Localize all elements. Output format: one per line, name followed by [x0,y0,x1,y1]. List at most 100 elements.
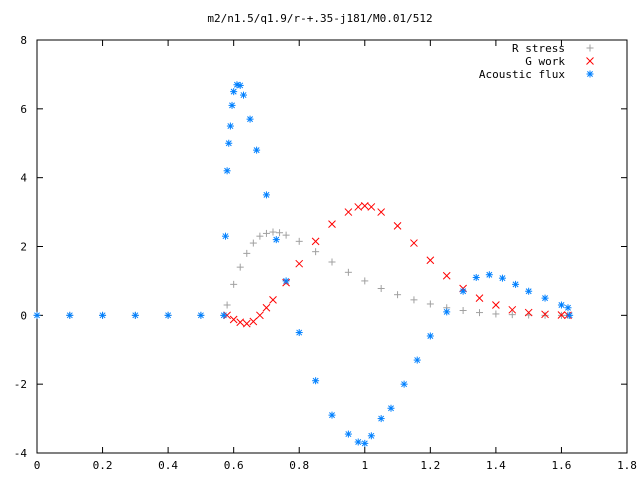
data-point [557,311,566,319]
series-acoustic-flux [33,81,574,447]
data-point [541,294,549,302]
x-tick-label: 1.8 [617,459,637,472]
x-tick-label: 1.4 [486,459,506,472]
y-tick-label: 8 [20,34,27,47]
data-point [311,237,320,246]
data-point [328,258,336,266]
data-point [328,411,336,419]
data-point [361,277,369,285]
data-point [377,208,386,216]
data-point [541,310,549,319]
data-point [262,303,271,312]
data-point [295,259,304,268]
x-tick-label: 0 [34,459,41,472]
x-tick-label: 1.6 [552,459,572,472]
data-point [566,311,574,319]
data-point [312,377,320,385]
x-tick-label: 0.2 [93,459,113,472]
legend-label: G work [525,55,565,68]
data-point [282,231,290,239]
data-point [225,139,233,147]
data-point [66,311,74,319]
data-point [262,229,270,237]
data-point [377,415,385,423]
data-point [253,146,261,154]
data-point [475,294,484,302]
data-point [459,287,467,295]
data-point [354,203,363,211]
data-point [344,430,352,438]
data-point [228,101,236,109]
data-point [246,115,254,123]
data-point [99,311,107,319]
data-point [557,301,565,309]
data-point [220,311,228,319]
data-point [413,356,421,364]
data-point [295,237,303,245]
data-point [276,229,284,237]
axes: 0 0.2 0.4 0.6 0.8 1 1.2 1.4 1.6 1.8 -4 -2 0 2 4 6 8 [14,34,637,472]
data-point [367,432,375,440]
data-point [131,311,139,319]
data-point [344,208,353,216]
x-tick-label: 0.4 [158,459,178,472]
data-point [269,228,277,236]
x-tick-label: 1 [361,459,368,472]
data-point [354,438,362,446]
x-tick-label: 1.2 [420,459,440,472]
data-point [512,280,520,288]
data-point [226,122,234,130]
data-point [243,249,251,257]
data-point [498,274,506,282]
y-tick-label: -4 [14,447,28,460]
data-point [410,296,418,304]
y-tick-label: -2 [14,378,27,391]
data-point [269,295,277,304]
data-point [524,308,533,317]
data-point [426,300,434,308]
data-point [541,311,549,319]
x-tick-label: 0.6 [224,459,244,472]
data-point [223,301,231,309]
data-point [508,311,516,319]
data-point [236,81,244,89]
data-point [197,311,205,319]
data-point [525,287,533,295]
data-point [256,311,264,320]
chart-title: m2/n1.5/q1.9/r-+.35-j181/M0.01/512 [207,12,432,25]
plot-frame [36,39,628,454]
data-point [360,202,369,210]
y-tick-label: 0 [20,309,27,322]
data-point [367,203,376,211]
data-point [492,301,500,309]
data-point [242,319,251,328]
data-point [426,332,434,340]
data-point [221,232,229,240]
data-point [33,311,41,319]
data-point [262,191,270,199]
data-point [485,271,493,279]
data-point [328,220,336,228]
data-point [410,239,418,247]
data-point [344,268,352,276]
data-point [459,307,467,315]
data-point [492,310,500,318]
data-point [230,280,238,288]
data-point [564,304,572,312]
data-point [387,404,395,412]
series-g-work [223,202,572,328]
data-point [394,291,402,299]
data-point [240,91,247,99]
data-point [426,256,435,265]
data-point [164,311,172,319]
legend-marker [586,44,594,52]
data-point [229,315,238,324]
y-tick-label: 6 [20,103,27,116]
data-point [236,318,245,327]
legend-label: R stress [512,42,565,55]
data-point [442,271,451,280]
data-point [295,329,303,337]
